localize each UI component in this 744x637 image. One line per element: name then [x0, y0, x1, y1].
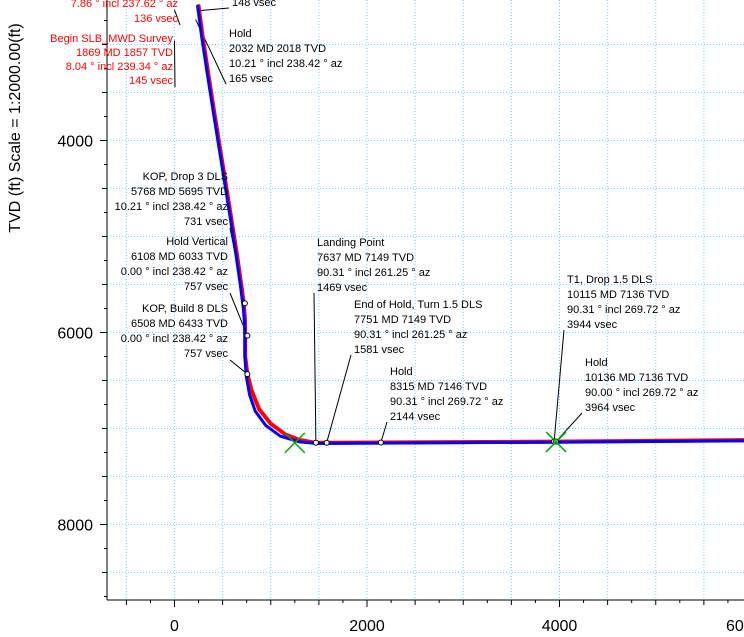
annotation-line: Landing Point [317, 237, 384, 249]
annotation-leader [313, 292, 317, 443]
section-point [244, 332, 251, 339]
x-tick-label: 2000 [349, 618, 385, 635]
annotation-label: 7.86 ° incl 237.62 ° az 136 vsec [71, 0, 179, 25]
annotation-line: 1469 vsec [317, 282, 368, 294]
annotation-line: 90.00 ° incl 269.72 ° az [585, 387, 698, 399]
annotation-label: Hold 2032 MD 2018 TVD 10.21 ° incl 238.42 … [229, 28, 342, 85]
target-markers [284, 431, 567, 454]
annotation-line: 8.04 ° incl 239.34 ° az [66, 61, 173, 73]
annotations: 7.86 ° incl 237.62 ° az 136 vsec Begin SLB… [50, 0, 698, 423]
annotation-label: Hold Vertical 6108 MD 6033 TVD 0.00 ° incl… [121, 236, 229, 293]
section-point [323, 439, 330, 446]
x-tick-label: 4000 [542, 618, 578, 635]
annotation-line: T1, Drop 1.5 DLS [567, 274, 653, 286]
annotation-line: 10.21 ° incl 238.42 ° az [229, 58, 342, 70]
annotation-line: End of Hold, Turn 1.5 DLS [354, 299, 482, 311]
annotation-label: KOP, Drop 3 DLS 5768 MD 5695 TVD 10.21 ° i… [115, 171, 229, 228]
annotation-label: Begin SLB_MWD Survey 1869 MD 1857 TVD 8.04… [50, 33, 173, 87]
annotation-line: 165 vsec [229, 73, 274, 85]
annotation-line: 1581 vsec [354, 344, 405, 356]
annotation-line: 0.00 ° incl 238.42 ° az [121, 266, 228, 278]
annotation-line: 10.21 ° incl 238.42 ° az [115, 201, 228, 213]
x-tick-label: 0 [170, 618, 179, 635]
annotation-line: 90.31 ° incl 261.25 ° az [354, 329, 467, 341]
annotation-line: 10136 MD 7136 TVD [585, 372, 688, 384]
annotation-line: Hold [390, 366, 413, 378]
annotation-line: 148 vsec [232, 0, 277, 9]
annotation-line: 90.31 ° incl 269.72 ° az [567, 304, 680, 316]
section-point [244, 371, 251, 378]
annotation-line: 145 vsec [129, 75, 174, 87]
annotation-line: Begin SLB_MWD Survey [50, 33, 173, 45]
target-x-marker [545, 431, 567, 453]
annotation-line: 3944 vsec [567, 319, 618, 331]
annotation-label: Hold 8315 MD 7146 TVD 90.31 ° incl 269.72 … [390, 366, 503, 423]
actual-path [196, 4, 744, 445]
annotation-label: Hold 10136 MD 7136 TVD 90.00 ° incl 269.72… [585, 357, 698, 414]
annotation-leader [553, 329, 565, 442]
annotation-label: 148 vsec [232, 0, 277, 9]
annotation-leader [326, 354, 352, 443]
y-tick-label: 4000 [57, 134, 93, 151]
annotation-label: Landing Point 7637 MD 7149 TVD 90.31 ° inc… [317, 237, 430, 294]
annotation-line: KOP, Drop 3 DLS [143, 171, 228, 183]
annotation-line: Hold [585, 357, 608, 369]
annotation-line: 7.86 ° incl 237.62 ° az [71, 0, 178, 10]
annotation-line: KOP, Build 8 DLS [142, 303, 228, 315]
section-point [377, 439, 384, 446]
annotation-line: 10115 MD 7136 TVD [567, 289, 669, 301]
annotation-label: End of Hold, Turn 1.5 DLS 7751 MD 7149 TV… [354, 299, 482, 356]
annotation-line: 7637 MD 7149 TVD [317, 252, 414, 264]
annotation-line: 90.31 ° incl 261.25 ° az [317, 267, 430, 279]
x-tick-label: 60 [726, 618, 744, 635]
annotation-line: 731 vsec [184, 216, 229, 228]
annotation-line: Hold Vertical [166, 236, 228, 248]
annotation-line: 5768 MD 5695 TVD [131, 186, 228, 198]
annotation-line: 3964 vsec [585, 402, 636, 414]
section-point [312, 439, 319, 446]
annotation-line: 757 vsec [184, 348, 229, 360]
axes: 0 2000 4000 60 4000 6000 8000 [57, 0, 744, 635]
well-paths [196, 4, 744, 445]
target-x-marker [284, 432, 306, 454]
annotation-line: 136 vsec [134, 13, 179, 25]
annotation-line: Hold [229, 28, 252, 40]
annotation-label: KOP, Build 8 DLS 6508 MD 6433 TVD 0.00 ° i… [121, 303, 229, 360]
annotation-label: T1, Drop 1.5 DLS 10115 MD 7136 TVD 90.31 °… [567, 274, 680, 331]
annotation-leader [174, 40, 176, 88]
grid [107, 0, 744, 600]
annotation-line: 2032 MD 2018 TVD [229, 43, 326, 55]
annotation-line: 2144 vsec [390, 411, 441, 423]
annotation-leader [196, 7, 230, 12]
annotation-line: 1869 MD 1857 TVD [76, 47, 173, 59]
annotation-line: 90.31 ° incl 269.72 ° az [390, 396, 503, 408]
y-tick-label: 6000 [57, 326, 93, 343]
annotation-leader [174, 9, 181, 26]
annotation-line: 7751 MD 7149 TVD [354, 314, 451, 326]
annotation-leader [380, 421, 388, 443]
annotation-line: 757 vsec [184, 281, 229, 293]
section-point [241, 300, 248, 307]
annotation-line: 6508 MD 6433 TVD [131, 318, 228, 330]
annotation-line: 0.00 ° incl 238.42 ° az [121, 333, 228, 345]
annotation-line: 8315 MD 7146 TVD [390, 381, 487, 393]
annotation-line: 6108 MD 6033 TVD [131, 251, 228, 263]
y-axis-label: TVD (ft) Scale = 1:2000.00(ft) [7, 23, 24, 232]
y-tick-label: 8000 [57, 518, 93, 535]
